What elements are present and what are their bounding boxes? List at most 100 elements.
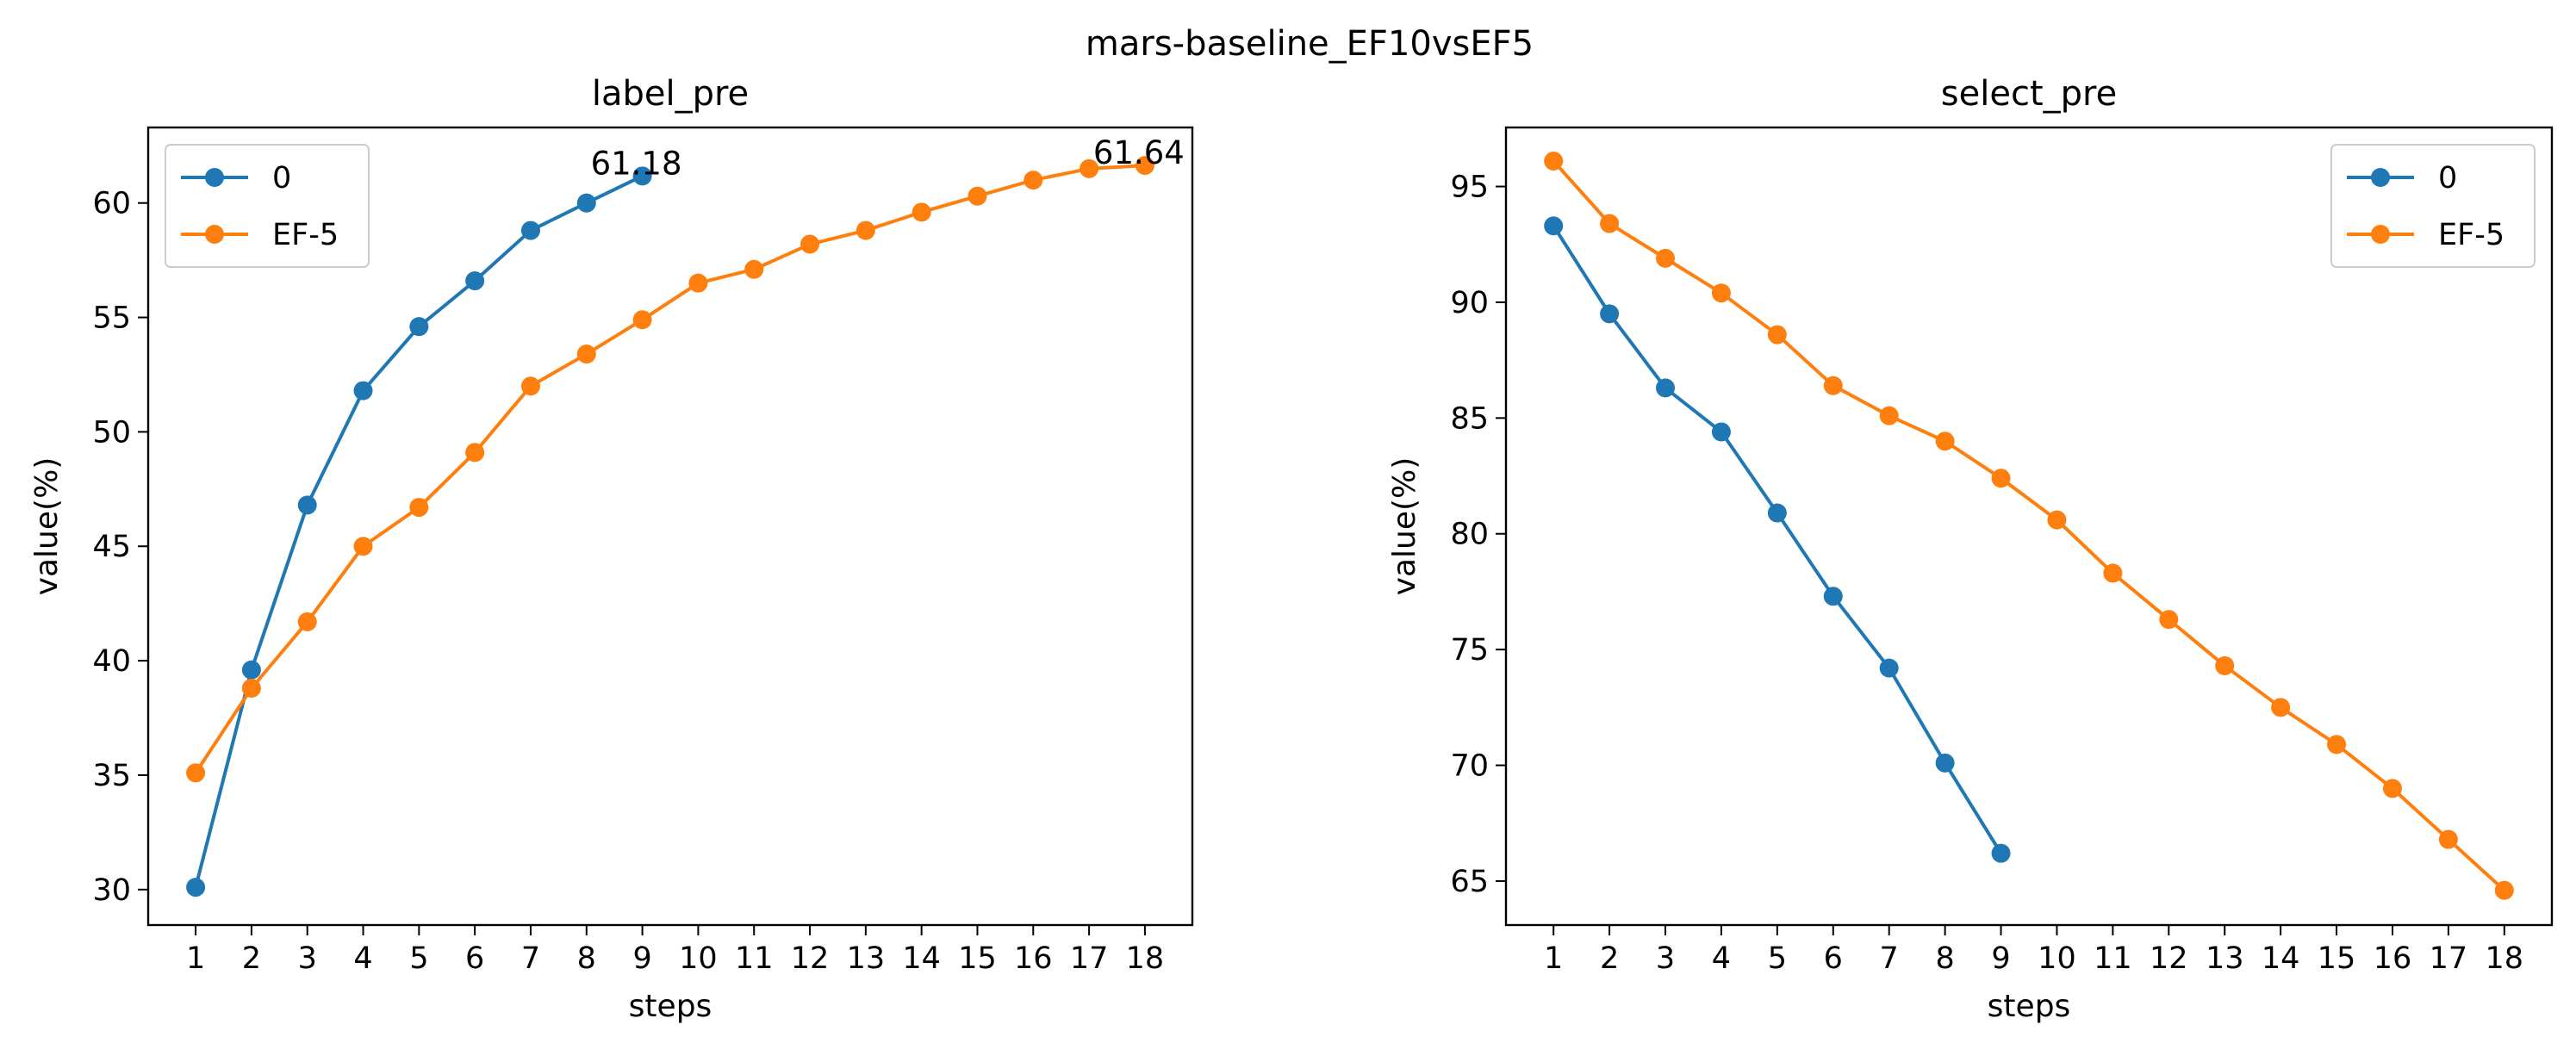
x-tick-label: 5: [409, 941, 428, 976]
chart-label-pre: 1 2 3 4 5 6 7 8 9 10 11 12 13 14 15 16 17 183035404550556…: [29, 74, 1194, 1024]
y-tick-label: 65: [1450, 865, 1489, 899]
x-tick-label: 6: [1824, 941, 1843, 976]
data-point: [576, 193, 596, 213]
data-point: [1823, 376, 1843, 395]
data-point: [1935, 753, 1955, 773]
data-point: [2215, 655, 2235, 675]
x-tick-label: 12: [791, 941, 830, 976]
series-0: [186, 166, 652, 897]
x-tick-label: 13: [847, 941, 886, 976]
y-axis-label: value(%): [1387, 457, 1422, 596]
x-tick-label: 7: [1880, 941, 1899, 976]
data-point: [2494, 880, 2514, 900]
series-line: [194, 164, 1146, 774]
data-point: [186, 878, 206, 897]
x-tick-label: 13: [2206, 941, 2244, 976]
legend-label: 0: [272, 161, 291, 196]
data-point: [465, 271, 485, 291]
x-tick-label: 15: [958, 941, 997, 976]
x-tick-label: 15: [2318, 941, 2356, 976]
data-point: [409, 498, 429, 518]
data-point: [2382, 779, 2402, 798]
data-point: [353, 537, 373, 556]
data-point: [297, 612, 317, 631]
y-tick-label: 70: [1450, 749, 1489, 784]
x-tick-label: 14: [2262, 941, 2300, 976]
x-tick-label: 12: [2150, 941, 2188, 976]
y-tick-label: 95: [1450, 171, 1489, 205]
x-tick-label: 8: [577, 941, 596, 976]
series-ef-5: [186, 156, 1154, 783]
legend-entry-0: 0: [2347, 161, 2457, 196]
data-point: [912, 202, 931, 222]
data-point: [2438, 829, 2458, 849]
x-tick-label: 9: [632, 941, 651, 976]
data-point: [688, 273, 708, 293]
legend-label: EF-5: [272, 218, 339, 252]
data-label: 61.18: [591, 145, 682, 182]
x-tick-label: 1: [1544, 941, 1563, 976]
y-tick-label: 35: [92, 759, 131, 793]
data-point: [1656, 378, 1676, 398]
x-tick-label: 8: [1935, 941, 1954, 976]
y-tick-label: 40: [92, 644, 131, 679]
series-ef-5: [1544, 151, 2514, 900]
data-point: [632, 310, 652, 330]
x-tick-label: 2: [242, 941, 261, 976]
y-tick-label: 60: [92, 187, 131, 221]
data-point: [1935, 432, 1955, 451]
data-point: [2159, 610, 2179, 630]
x-tick-label: 6: [465, 941, 484, 976]
x-tick-label: 18: [2486, 941, 2524, 976]
data-point: [632, 166, 652, 186]
x-tick-label: 11: [735, 941, 774, 976]
data-point: [1600, 304, 1620, 324]
x-tick-label: 4: [353, 941, 372, 976]
x-tick-label: 3: [1656, 941, 1675, 976]
data-point: [241, 678, 261, 698]
data-point: [465, 443, 485, 463]
legend-label: EF-5: [2438, 218, 2504, 252]
data-point: [1544, 151, 1564, 171]
y-tick-label: 75: [1450, 633, 1489, 668]
x-tick-label: 16: [2374, 941, 2412, 976]
data-point: [1879, 406, 1899, 425]
figure-title: mars-baseline_EF10vsEF5: [1086, 24, 1534, 64]
x-tick-label: 16: [1014, 941, 1053, 976]
legend: 0 EF-5: [2330, 144, 2536, 268]
y-axis-label: value(%): [29, 457, 65, 596]
data-point: [2327, 735, 2347, 755]
x-tick-label: 10: [679, 941, 718, 976]
x-tick-label: 1: [186, 941, 205, 976]
data-point: [1711, 283, 1731, 303]
data-point: [1767, 325, 1787, 345]
series-line: [1552, 225, 2003, 854]
y-tick-label: 85: [1450, 401, 1489, 436]
data-point: [968, 186, 987, 206]
legend-marker: [2371, 168, 2390, 187]
x-tick-label: 9: [1991, 941, 2010, 976]
data-point: [2271, 698, 2291, 717]
x-tick-label: 18: [1126, 941, 1165, 976]
data-point: [1991, 469, 2011, 488]
data-point: [409, 317, 429, 337]
data-point: [297, 495, 317, 515]
data-point: [1135, 156, 1154, 176]
x-tick-label: 2: [1600, 941, 1619, 976]
y-tick-label: 55: [92, 301, 131, 336]
data-point: [800, 234, 820, 254]
legend-entry-ef-5: EF-5: [2347, 218, 2504, 252]
legend: 0 EF-5: [165, 144, 370, 268]
legend-marker: [205, 225, 224, 244]
legend-marker: [205, 168, 224, 187]
x-tick-label: 3: [298, 941, 317, 976]
series-line: [1552, 159, 2506, 892]
x-tick-label: 14: [902, 941, 941, 976]
series-line: [194, 174, 644, 888]
chart-title: select_pre: [1941, 74, 2117, 114]
x-tick-label: 5: [1768, 941, 1787, 976]
data-point: [1991, 843, 2011, 863]
data-point: [186, 763, 206, 783]
plot-frame: [146, 126, 1194, 927]
